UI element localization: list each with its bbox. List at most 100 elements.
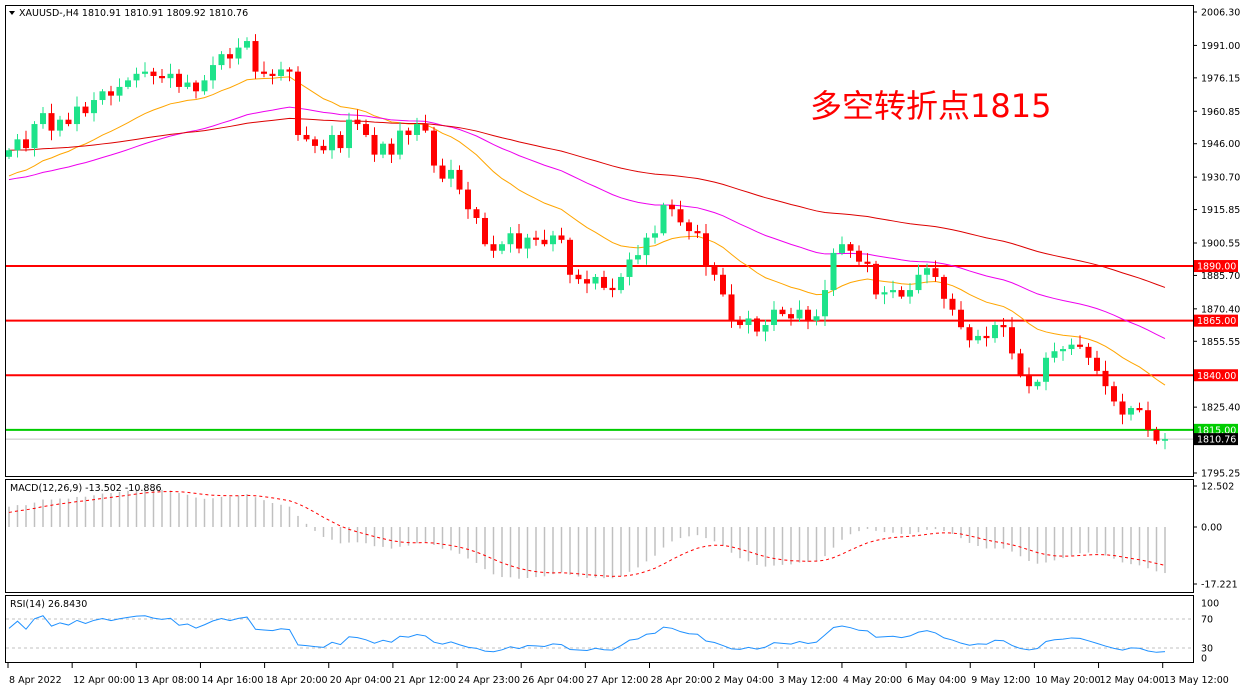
rsi-line	[8, 615, 1166, 653]
macd-signal-line	[8, 490, 1166, 577]
macd-y-tick-label: 12.502	[1201, 482, 1234, 493]
bear-candle	[431, 130, 437, 166]
bull-candle	[822, 290, 828, 317]
x-tick-label: 4 May 20:00	[843, 675, 902, 686]
y-tick-label: 1825.40	[1201, 403, 1240, 414]
bull-candle	[618, 276, 624, 291]
bear-candle	[108, 91, 114, 96]
bull-candle	[125, 80, 131, 87]
bear-candle	[252, 41, 259, 72]
bull-candle	[524, 237, 531, 249]
bear-candle	[711, 266, 718, 275]
bear-candle	[286, 69, 293, 72]
bull-candle	[99, 91, 106, 101]
price-tag	[1194, 423, 1238, 436]
bear-candle	[65, 119, 72, 125]
bear-candle	[779, 309, 786, 315]
bear-candle	[150, 71, 157, 77]
bull-candle	[660, 204, 667, 234]
bear-candle	[720, 274, 726, 295]
price-tag-label: 1815.00	[1197, 425, 1236, 436]
bull-candle	[813, 316, 820, 321]
bear-candle	[405, 130, 412, 135]
x-tick-label: 13 Apr 08:00	[137, 675, 199, 686]
rsi-y-tick-label: 70	[1201, 615, 1213, 626]
bull-candle	[643, 237, 650, 256]
bear-candle	[482, 217, 488, 245]
bull-candle	[40, 113, 46, 125]
bear-candle	[422, 124, 429, 131]
bull-candle	[133, 73, 140, 81]
bear-candle	[269, 73, 276, 77]
bear-candle	[966, 327, 973, 341]
rsi-panel	[5, 595, 1194, 663]
x-tick-label: 18 Apr 20:00	[266, 675, 328, 686]
x-tick-label: 10 May 20:00	[1035, 675, 1100, 686]
rsi-label: RSI(14) 26.8430	[10, 599, 87, 610]
bear-candle	[788, 314, 794, 319]
x-tick-label: 24 Apr 23:00	[458, 675, 520, 686]
moving-average-line	[8, 106, 1166, 340]
bear-candle	[159, 76, 165, 79]
bull-candle	[278, 69, 284, 77]
current-price-tag	[1194, 433, 1238, 446]
bear-candle	[847, 244, 854, 251]
bull-candle	[1060, 349, 1066, 352]
bear-candle	[261, 71, 267, 74]
bear-candle	[1026, 375, 1032, 387]
rsi-y-tick-label: 0	[1201, 654, 1207, 665]
bear-candle	[456, 169, 463, 190]
bear-candle	[686, 222, 692, 232]
bear-candle	[754, 318, 760, 332]
y-tick-label: 1946.00	[1201, 139, 1240, 150]
bull-candle	[1034, 381, 1041, 387]
bull-candle	[1128, 408, 1134, 415]
collapse-triangle-icon[interactable]	[9, 11, 15, 15]
bull-candle	[6, 150, 12, 157]
bear-candle	[873, 263, 879, 295]
macd-y-tick-label: -17.221	[1201, 580, 1238, 591]
bear-candle	[932, 268, 939, 277]
x-tick-label: 13 May 12:00	[1164, 675, 1229, 686]
bear-candle	[176, 73, 182, 87]
y-tick-label: 1915.85	[1201, 205, 1240, 216]
bear-candle	[737, 320, 743, 326]
bull-candle	[1068, 344, 1075, 350]
bull-candle	[57, 119, 63, 131]
bull-candle	[626, 259, 633, 277]
bull-candle	[1043, 357, 1049, 382]
bull-candle	[796, 309, 803, 319]
bull-candle	[235, 47, 242, 59]
y-tick-label: 1795.25	[1201, 469, 1240, 480]
bear-candle	[371, 134, 378, 155]
bear-candle	[1077, 344, 1083, 347]
bull-candle	[1051, 351, 1058, 358]
bear-candle	[227, 54, 233, 59]
bull-candle	[380, 143, 386, 155]
x-tick-label: 26 Apr 04:00	[522, 675, 584, 686]
y-tick-label: 1930.70	[1201, 173, 1240, 184]
x-tick-label: 12 May 04:00	[1100, 675, 1165, 686]
price-tag-label: 1865.00	[1197, 316, 1236, 327]
bear-candle	[541, 239, 548, 245]
bull-candle	[635, 255, 641, 260]
price-tag	[1194, 260, 1238, 273]
bear-candle	[1000, 325, 1007, 328]
bear-candle	[490, 244, 497, 251]
y-tick-label: 1991.00	[1201, 41, 1240, 52]
bull-candle	[31, 124, 38, 149]
bear-candle	[193, 82, 199, 92]
bull-candle	[745, 318, 752, 326]
bear-candle	[703, 233, 709, 267]
bull-candle	[397, 130, 403, 155]
bear-candle	[1102, 370, 1109, 387]
bull-candle	[881, 292, 888, 295]
bear-candle	[567, 239, 573, 275]
x-tick-label: 20 Apr 04:00	[330, 675, 392, 686]
bear-candle	[856, 250, 862, 262]
bear-candle	[898, 290, 905, 297]
x-tick-label: 21 Apr 12:00	[394, 675, 456, 686]
bear-candle	[728, 294, 735, 321]
bear-candle	[303, 134, 310, 140]
